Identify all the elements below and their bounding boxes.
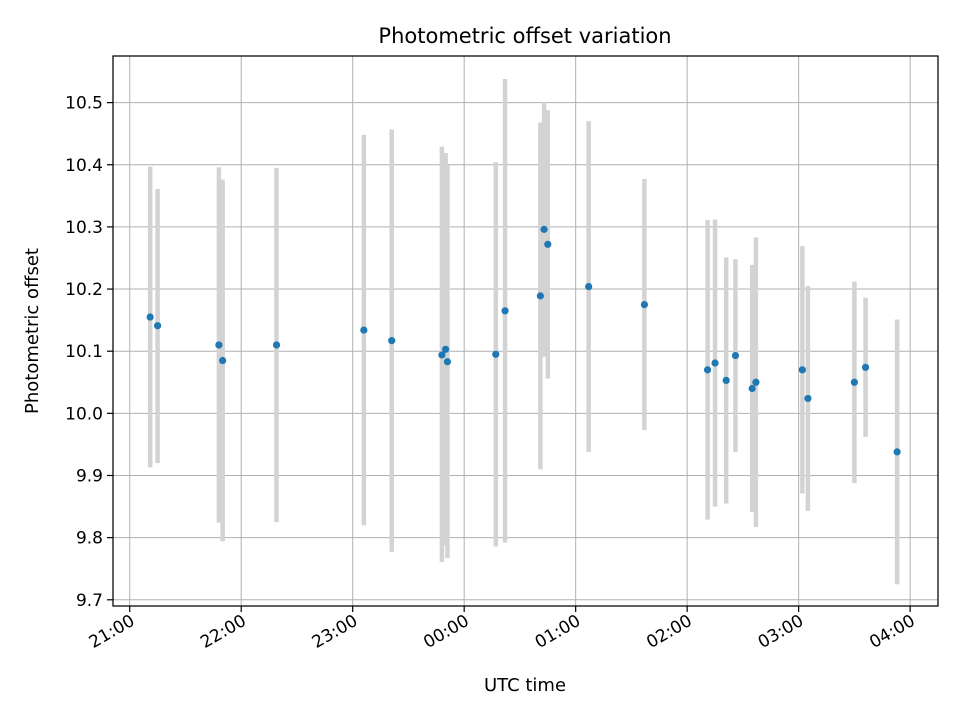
data-point xyxy=(146,313,154,321)
data-point xyxy=(585,282,593,291)
chart-title: Photometric offset variation xyxy=(378,24,671,48)
x-axis-label: UTC time xyxy=(484,675,566,696)
data-point xyxy=(748,384,756,393)
data-point xyxy=(360,326,368,334)
data-point xyxy=(501,307,509,315)
y-tick-label: 9.7 xyxy=(76,591,103,611)
data-point xyxy=(804,394,812,403)
data-point xyxy=(215,341,223,349)
y-tick-label: 10.1 xyxy=(65,342,103,362)
y-tick-label: 10.0 xyxy=(65,404,103,424)
data-point xyxy=(861,363,870,371)
y-tick-label: 10.3 xyxy=(65,218,103,238)
data-point xyxy=(492,350,500,358)
data-point xyxy=(388,337,396,345)
y-tick-label: 10.2 xyxy=(65,280,103,300)
y-axis: 9.7 9.8 9.9 10.0 10.1 10.2 10.3 10.4 10.5 xyxy=(65,94,113,611)
data-point xyxy=(798,366,806,374)
y-tick-label: 10.4 xyxy=(65,156,103,176)
data-point xyxy=(219,356,227,365)
data-point xyxy=(850,378,858,386)
data-point xyxy=(703,366,712,374)
plot-frame xyxy=(112,55,939,607)
data-point xyxy=(536,292,544,300)
data-point xyxy=(540,225,548,233)
grid xyxy=(113,56,938,606)
data-point xyxy=(153,322,162,330)
y-tick-label: 9.9 xyxy=(76,466,103,486)
y-tick-label: 9.8 xyxy=(76,529,103,549)
data-point xyxy=(442,345,450,353)
data-point xyxy=(544,240,552,248)
data-point xyxy=(722,376,730,385)
data-point xyxy=(752,378,760,386)
data-point xyxy=(711,359,719,367)
data-point xyxy=(272,341,281,349)
y-tick-label: 10.5 xyxy=(65,94,103,114)
data-point xyxy=(438,351,446,359)
data-points xyxy=(146,225,901,456)
data-point xyxy=(731,351,740,360)
data-point xyxy=(893,448,901,456)
data-point xyxy=(640,300,649,309)
data-point xyxy=(443,358,452,366)
y-axis-label: Photometric offset xyxy=(22,248,43,414)
